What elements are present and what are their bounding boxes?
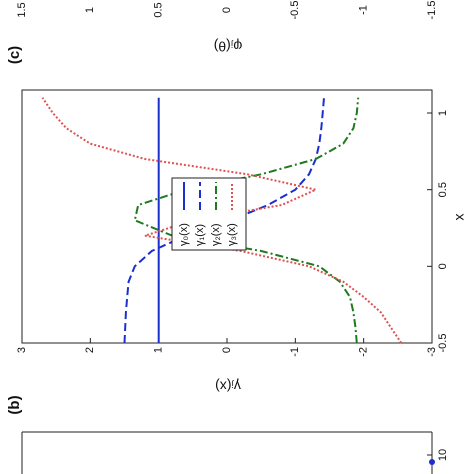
y-tick-label: 0.5 [153,2,165,17]
legend-label: γ₂(x) [210,223,222,246]
y-tick-label: -1 [289,347,301,357]
y-tick-label: -1 [358,5,370,15]
x-tick-label: 0 [437,263,449,269]
x-tick-label: 1 [437,110,449,116]
y-tick-label: 0 [221,7,233,13]
y-axis-label: φⱼ(θ) [214,38,243,54]
y-tick-label: -0.5 [289,1,301,20]
x-tick-label: 10 [437,449,449,461]
y-tick-label: 1.5 [16,2,28,17]
y-tick-label: 3 [16,347,28,353]
y-axis-label: γⱼ(x) [215,378,241,394]
x-tick-label: -0.5 [437,334,449,353]
y-tick-label: 0 [221,347,233,353]
legend-label: γ₀(x) [178,223,190,246]
x-tick-label: 0.5 [437,182,449,197]
x-axis-label: x [451,214,467,221]
series-line [133,97,360,344]
panel-label: (b) [6,395,23,414]
y-tick-label: 1 [84,7,96,13]
y-tick-label: -2 [358,347,370,357]
legend-label: γ₃(x) [226,223,238,246]
y-tick-label: 1 [153,347,165,353]
panel-label: (c) [6,46,23,64]
legend-label: γ₁(x) [194,224,206,246]
panel-a-point [429,459,435,465]
y-tick-label: 2 [84,347,96,353]
y-tick-label: -3 [426,347,438,357]
rotated-figure: (b) (c) x γⱼ(x) φⱼ(θ) -0.5 0 0.5 1 -3 -2 -1 0 1 2… [6,1,467,474]
y-tick-label: -1.5 [426,1,438,20]
legend-box [171,177,247,251]
